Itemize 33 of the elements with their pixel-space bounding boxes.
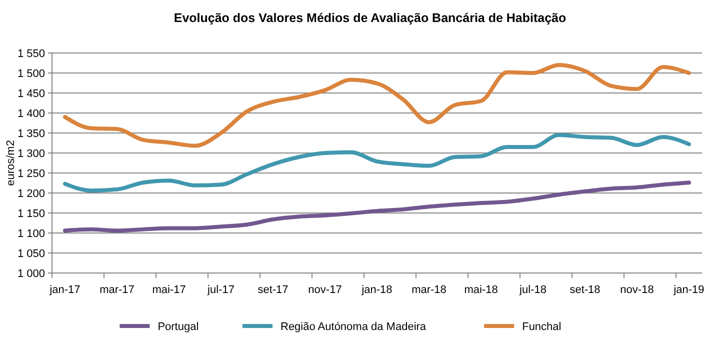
legend-label: Portugal — [158, 321, 199, 333]
y-tick-label: 1 400 — [17, 108, 45, 120]
line-series — [63, 133, 691, 193]
x-tick-label: mai-17 — [152, 284, 186, 296]
y-tick-label: 1 550 — [17, 48, 45, 60]
y-tick-label: 1 450 — [17, 88, 45, 100]
line-series — [63, 180, 691, 233]
x-tick-label: jan-17 — [48, 284, 80, 296]
x-tick-label: jul-17 — [206, 284, 234, 296]
y-tick-label: 1 150 — [17, 208, 45, 220]
y-tick-label: 1 350 — [17, 128, 45, 140]
x-tick-label: nov-18 — [620, 284, 654, 296]
chart-title: Evolução dos Valores Médios de Avaliação Bancária de Habitação — [174, 11, 567, 25]
y-tick-label: 1 100 — [17, 228, 45, 240]
y-tick-label: 1 000 — [17, 268, 45, 280]
x-tick-label: jan-19 — [672, 284, 704, 296]
x-tick-label: jan-18 — [360, 284, 392, 296]
x-tick-label: jul-18 — [518, 284, 546, 296]
legend-label: Região Autónoma da Madeira — [280, 321, 427, 333]
y-tick-label: 1 250 — [17, 168, 45, 180]
y-axis-title: euros/m2 — [5, 140, 17, 186]
x-tick-label: set-17 — [258, 284, 288, 296]
line-series — [63, 63, 691, 148]
y-tick-label: 1 050 — [17, 248, 45, 260]
y-tick-label: 1 200 — [17, 188, 45, 200]
y-tick-label: 1 500 — [17, 68, 45, 80]
x-tick-label: mar-17 — [100, 284, 134, 296]
legend-label: Funchal — [522, 321, 562, 333]
x-tick-label: mar-18 — [412, 284, 446, 296]
x-tick-label: nov-17 — [308, 284, 342, 296]
y-tick-label: 1 300 — [17, 148, 45, 160]
x-tick-label: mai-18 — [464, 284, 498, 296]
x-tick-label: set-18 — [570, 284, 600, 296]
